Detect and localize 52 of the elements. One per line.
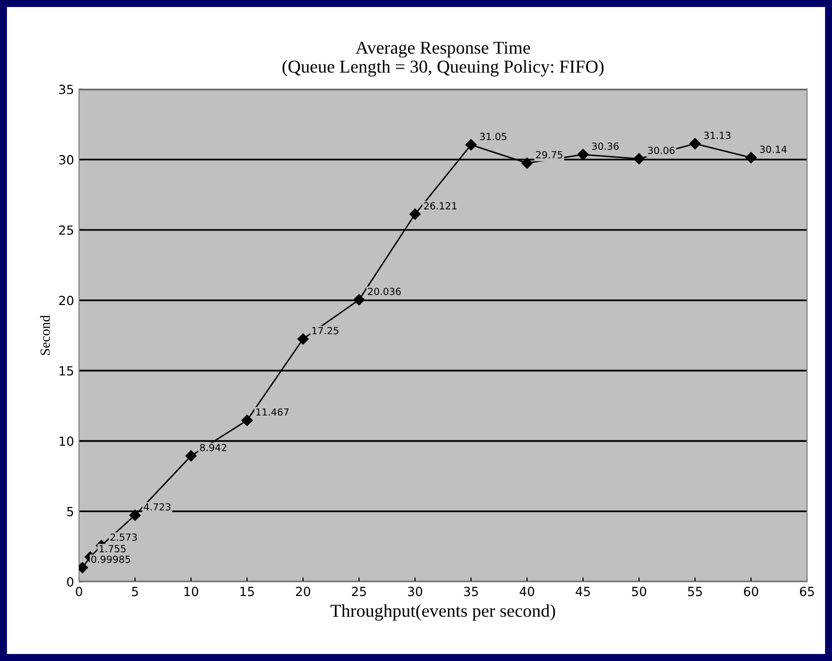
x-tick-label: 20 (296, 586, 310, 596)
point (465, 139, 477, 150)
y-tick-label: 35 (59, 84, 74, 94)
x-tick-label: 55 (688, 586, 702, 596)
point (745, 152, 757, 164)
point (577, 148, 589, 160)
data-label: 30.06 (648, 146, 675, 154)
y-tick-label: 10 (60, 436, 74, 446)
data-label: 4.723 (144, 503, 170, 511)
y-tick-label: 5 (67, 506, 74, 516)
x-tick-label: 50 (632, 586, 646, 596)
data-label: 30.14 (760, 146, 787, 153)
x-tick-label: 65 (800, 586, 814, 596)
data-label: 30.36 (592, 142, 619, 150)
x-tick-label: 40 (520, 586, 534, 596)
x-tick-label: 10 (184, 586, 198, 596)
y-tick-label: 0 (67, 577, 74, 587)
x-tick-label: 30 (408, 586, 422, 596)
data-label: 31.13 (704, 132, 730, 140)
x-tick-label: 60 (744, 586, 758, 596)
chart-title: Average Response Time (Queue Length = 30, Queuing Policy: FIFO) (282, 42, 604, 76)
y-tick-label: 20 (59, 296, 74, 306)
x-tick-label: 15 (240, 586, 254, 596)
x-tick-label: 0 (76, 586, 82, 596)
data-label: 26.121 (424, 202, 456, 210)
y-axis-title: Second (40, 315, 50, 355)
point (129, 510, 141, 521)
data-label: 0.99985 (91, 556, 130, 563)
x-tick-label: 45 (576, 586, 590, 596)
x-tick-label: 35 (464, 586, 478, 596)
point (689, 138, 701, 150)
x-axis-title: Throughput(events per second) (330, 604, 556, 621)
data-label: 1.755 (100, 545, 126, 552)
data-label: 31.05 (480, 132, 506, 140)
x-tick-label: 25 (352, 586, 366, 596)
point (633, 153, 645, 164)
data-label: 17.25 (312, 326, 338, 334)
point (241, 414, 253, 426)
data-label: 2.573 (110, 533, 137, 541)
point (521, 157, 533, 169)
y-tick-label: 15 (60, 366, 74, 376)
data-label: 29.75 (536, 151, 562, 158)
data-label: 20.036 (368, 288, 401, 296)
point (185, 450, 197, 462)
point (297, 333, 309, 345)
y-tick-label: 25 (59, 225, 74, 235)
data-label: 11.467 (256, 408, 289, 416)
point (409, 208, 421, 220)
y-tick-label: 30 (59, 155, 74, 165)
point (353, 294, 365, 306)
x-tick-label: 5 (132, 586, 138, 596)
data-label: 8.942 (200, 444, 226, 452)
